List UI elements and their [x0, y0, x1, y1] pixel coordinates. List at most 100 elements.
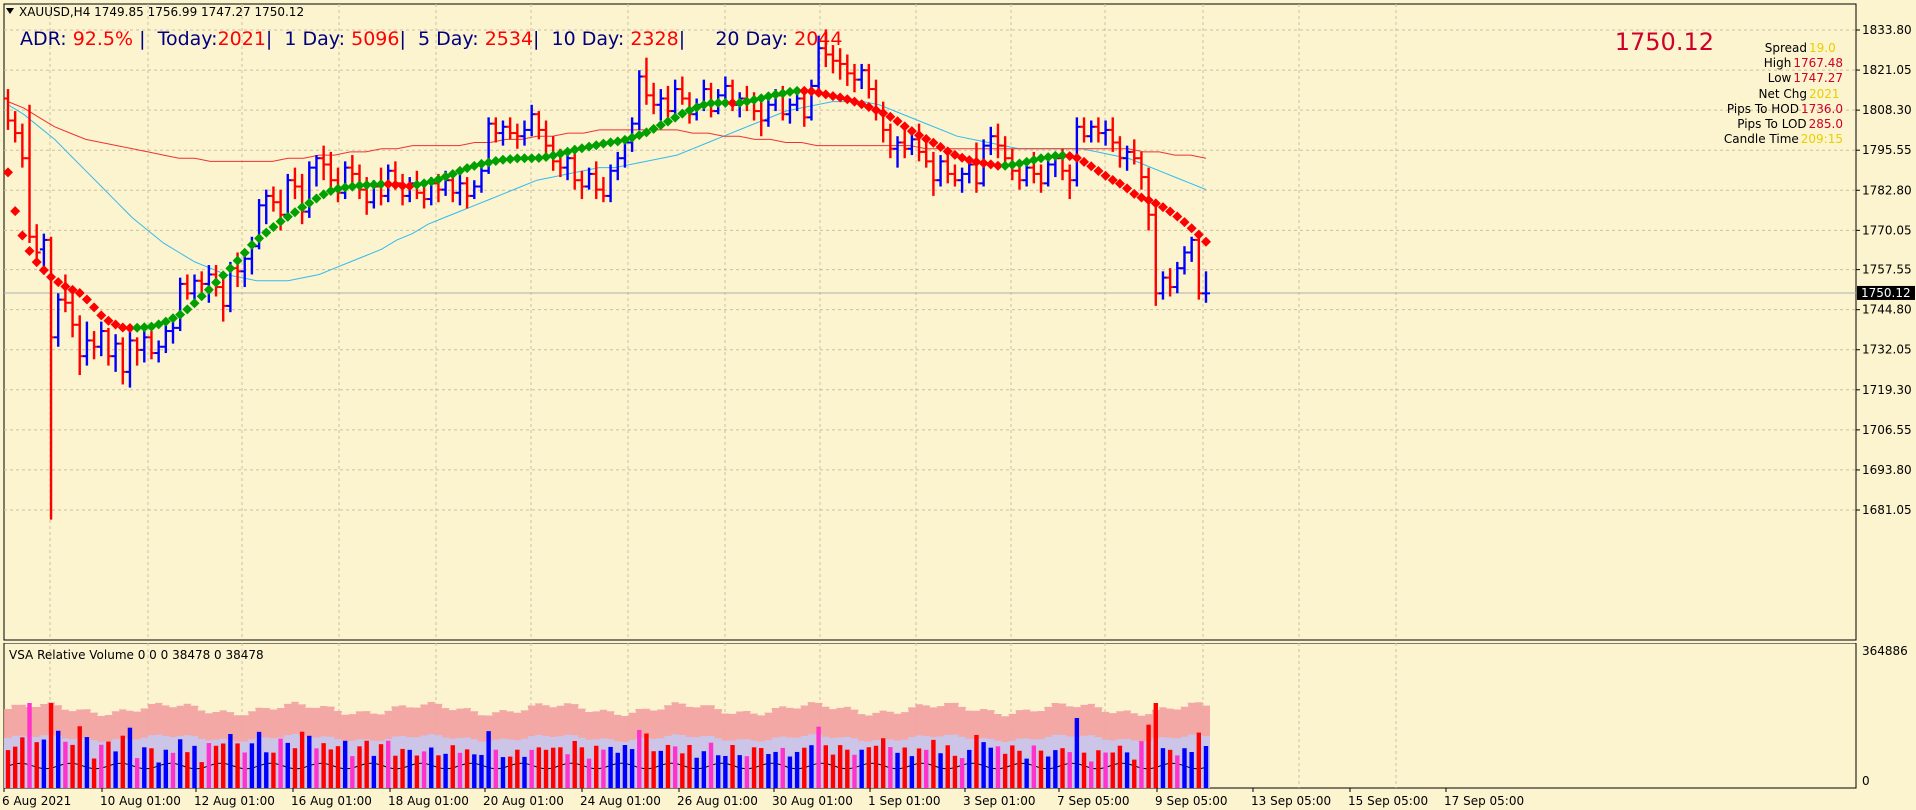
symbol-header: XAUUSD,H4 1749.85 1756.99 1747.27 1750.1…	[6, 5, 304, 19]
x-tick-label: 17 Sep 05:00	[1444, 794, 1524, 808]
volume-bar	[859, 749, 864, 788]
trend-diamond	[1021, 156, 1032, 167]
volume-bar	[436, 755, 441, 788]
trend-diamond	[863, 102, 874, 113]
volume-bar	[852, 754, 857, 788]
info-value: 1736.0	[1801, 101, 1843, 116]
volume-bar	[694, 757, 699, 788]
trend-diamond	[239, 247, 250, 258]
dropdown-triangle-icon[interactable]	[6, 8, 14, 14]
trend-diamond	[799, 85, 810, 96]
price-chart[interactable]: 1833.80 1821.05 1808.30 1795.55 1782.80 1770.…	[0, 0, 1916, 643]
volume-bar	[1124, 752, 1130, 788]
trend-diamond	[96, 310, 107, 321]
trend-diamond	[1122, 183, 1133, 194]
trend-diamond	[706, 98, 717, 109]
today-value: 2021	[217, 28, 266, 50]
trend-diamond	[598, 138, 609, 149]
volume-bar	[120, 735, 125, 788]
d5-label: 5 Day:	[417, 28, 479, 50]
volume-bar	[156, 762, 161, 788]
trend-diamond	[519, 153, 530, 164]
trend-diamond	[419, 178, 430, 189]
volume-bar	[1089, 761, 1094, 788]
trend-diamond	[871, 105, 882, 116]
price-chart-pane[interactable]: 1833.80 1821.05 1808.30 1795.55 1782.80 1770.…	[0, 0, 1916, 643]
info-row: Pips To HOD 1736.0	[1727, 102, 1843, 116]
volume-bar	[163, 749, 169, 788]
volume-bar	[177, 739, 183, 788]
volume-bar	[113, 751, 118, 788]
trend-diamond	[1071, 152, 1082, 163]
trend-diamond	[1014, 158, 1025, 169]
volume-bar	[550, 747, 556, 788]
trend-diamond	[160, 316, 171, 327]
trend-diamond	[591, 140, 602, 151]
volume-bar	[1196, 732, 1202, 788]
volume-bar	[393, 755, 398, 788]
volume-min-label: 0	[1862, 774, 1870, 788]
y-tick-label: 1681.05	[1862, 503, 1912, 517]
volume-bar	[12, 746, 18, 788]
trend-diamond	[81, 294, 92, 305]
trend-diamond	[1172, 211, 1183, 222]
volume-pane[interactable]: 364886 0 6 Aug 2021 10 Aug 01:00 12 Aug 01:0…	[0, 643, 1916, 810]
volume-bar	[809, 745, 814, 788]
volume-bar	[1146, 724, 1151, 788]
volume-bar	[350, 756, 355, 788]
volume-bar	[48, 703, 54, 788]
trend-diamond	[835, 92, 846, 103]
trend-diamond	[641, 127, 652, 138]
info-value: 209:15	[1800, 132, 1843, 147]
trend-diamond	[1165, 206, 1176, 217]
trend-diamond	[978, 158, 989, 169]
trend-diamond	[397, 180, 408, 191]
trend-diamond	[175, 309, 186, 320]
info-value: 1767.48	[1793, 56, 1843, 71]
trend-diamond	[971, 156, 982, 167]
adr-label: ADR:	[20, 28, 67, 50]
trend-diamond	[124, 323, 135, 334]
info-row: Pips To LOD 285.0	[1737, 117, 1843, 131]
volume-bar	[321, 743, 326, 788]
trend-diamond	[110, 319, 121, 330]
volume-bar	[99, 744, 104, 788]
volume-bar	[335, 746, 341, 788]
volume-bar	[292, 748, 298, 788]
volume-bar	[63, 741, 68, 788]
volume-bar	[1167, 749, 1173, 788]
volume-chart[interactable]: 364886 0 6 Aug 2021 10 Aug 01:00 12 Aug 01:0…	[0, 643, 1916, 810]
info-row: Spread 19.0	[1765, 41, 1843, 55]
trend-diamond	[1028, 154, 1039, 165]
trend-diamond	[555, 148, 566, 159]
volume-bar	[723, 755, 728, 788]
trend-diamond	[770, 89, 781, 100]
trend-diamond	[1000, 160, 1011, 171]
volume-bar	[249, 743, 255, 788]
volume-bar	[715, 755, 721, 788]
trend-diamond	[698, 99, 709, 110]
info-row: Low 1747.27	[1768, 71, 1843, 85]
volume-bar	[1031, 745, 1037, 788]
trend-diamond	[304, 197, 315, 208]
trend-diamond	[46, 272, 57, 283]
volume-bar	[1074, 717, 1080, 788]
volume-bar	[959, 758, 965, 788]
trend-diamond	[10, 206, 21, 217]
volume-bar	[5, 750, 11, 788]
trend-diamond	[741, 96, 752, 107]
volume-bar	[658, 750, 664, 788]
volume-bar	[429, 747, 434, 788]
volume-bar	[192, 745, 197, 788]
volume-bar	[450, 745, 455, 788]
volume-bar	[637, 729, 642, 788]
trend-diamond	[411, 179, 422, 190]
volume-bar	[651, 751, 656, 788]
volume-bar	[1203, 746, 1209, 788]
info-value: 285.0	[1808, 117, 1843, 131]
info-value: 2021	[1809, 86, 1840, 101]
volume-bar	[142, 747, 147, 788]
trend-diamond	[576, 143, 587, 154]
volume-bar	[149, 748, 154, 788]
adr-value: 92.5%	[72, 28, 134, 50]
